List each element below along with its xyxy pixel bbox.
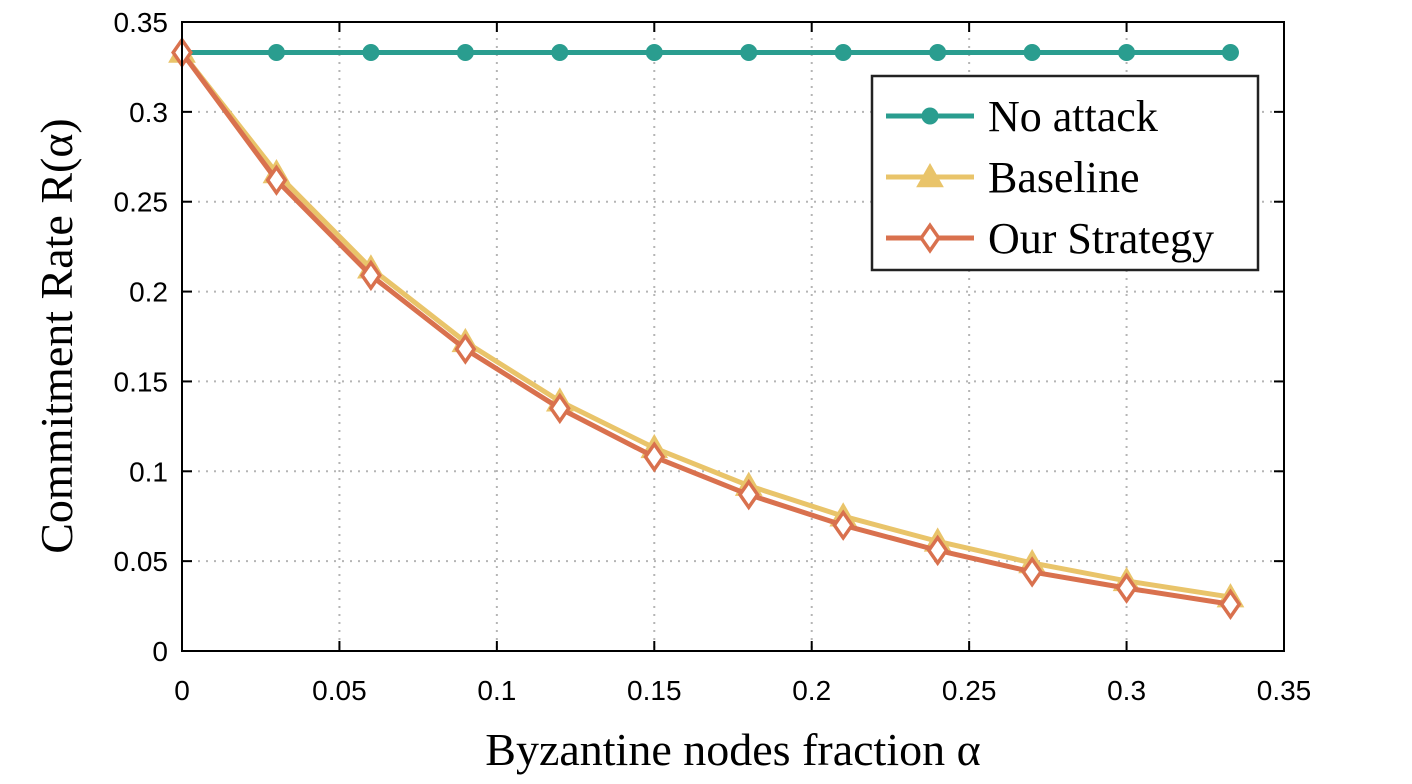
- x-tick-label: 0.3: [1107, 675, 1146, 706]
- legend-label: Our Strategy: [988, 214, 1214, 263]
- data-point: [740, 44, 758, 62]
- legend-marker: [921, 107, 939, 125]
- data-point: [1115, 572, 1138, 604]
- data-point: [548, 392, 571, 425]
- legend: No attack Baseline Our Strategy: [870, 74, 1260, 272]
- data-point: [265, 164, 288, 196]
- y-axis-title: Commitment Rate R(α): [31, 118, 82, 554]
- data-point: [362, 44, 380, 62]
- x-tick-label: 0.05: [312, 675, 367, 706]
- legend-item: No attack: [886, 92, 1158, 141]
- series-line: [179, 51, 1231, 607]
- x-tick-label: 0.15: [627, 675, 682, 706]
- data-point: [1023, 44, 1041, 62]
- y-tick-label: 0.1: [129, 456, 168, 487]
- x-tick-label: 0.1: [477, 675, 516, 706]
- y-tick-label: 0.05: [114, 546, 169, 577]
- data-point: [267, 44, 285, 62]
- y-tick-label: 0.3: [129, 97, 168, 128]
- data-point: [1021, 556, 1044, 588]
- y-tick-label: 0.2: [129, 277, 168, 308]
- axes: 0 0.05 0.1 0.15 0.2 0.25 0.3 0.35 0 0.05 0.1 0.15 0.…: [114, 7, 1312, 706]
- x-tick-label: 0.2: [792, 675, 831, 706]
- legend-marker: [916, 162, 944, 188]
- data-point: [359, 259, 382, 292]
- y-tick-label: 0.25: [114, 187, 169, 218]
- x-tick-label: 0: [174, 675, 190, 706]
- plot-frame: [181, 21, 1285, 652]
- data-point: [926, 534, 949, 567]
- x-tick-label: 0.35: [1257, 675, 1312, 706]
- data-point: [551, 44, 569, 62]
- legend-item: Baseline: [886, 153, 1140, 202]
- series-no-attack: [173, 44, 1239, 62]
- legend-label: No attack: [988, 92, 1158, 141]
- x-axis-title: Byzantine nodes fraction α: [485, 724, 980, 775]
- data-point: [643, 441, 666, 473]
- series-layer: [168, 36, 1245, 620]
- series-line: [180, 51, 1231, 600]
- data-point: [737, 478, 760, 511]
- legend-label: Baseline: [988, 153, 1140, 202]
- x-tick-label: 0.25: [942, 675, 997, 706]
- data-point: [832, 509, 855, 541]
- series-our-strategy: [171, 36, 1242, 620]
- y-tick-label: 0: [152, 636, 168, 667]
- y-tick-label: 0.15: [114, 366, 169, 397]
- data-point: [454, 333, 477, 365]
- data-point: [1219, 588, 1242, 620]
- data-point: [456, 44, 474, 62]
- legend-item: Our Strategy: [886, 214, 1214, 263]
- data-point: [1118, 44, 1136, 62]
- data-point: [645, 44, 663, 62]
- data-point: [1221, 44, 1239, 62]
- legend-marker: [919, 222, 941, 254]
- data-point: [929, 44, 947, 62]
- y-tick-label: 0.35: [114, 7, 169, 38]
- data-point: [834, 44, 852, 62]
